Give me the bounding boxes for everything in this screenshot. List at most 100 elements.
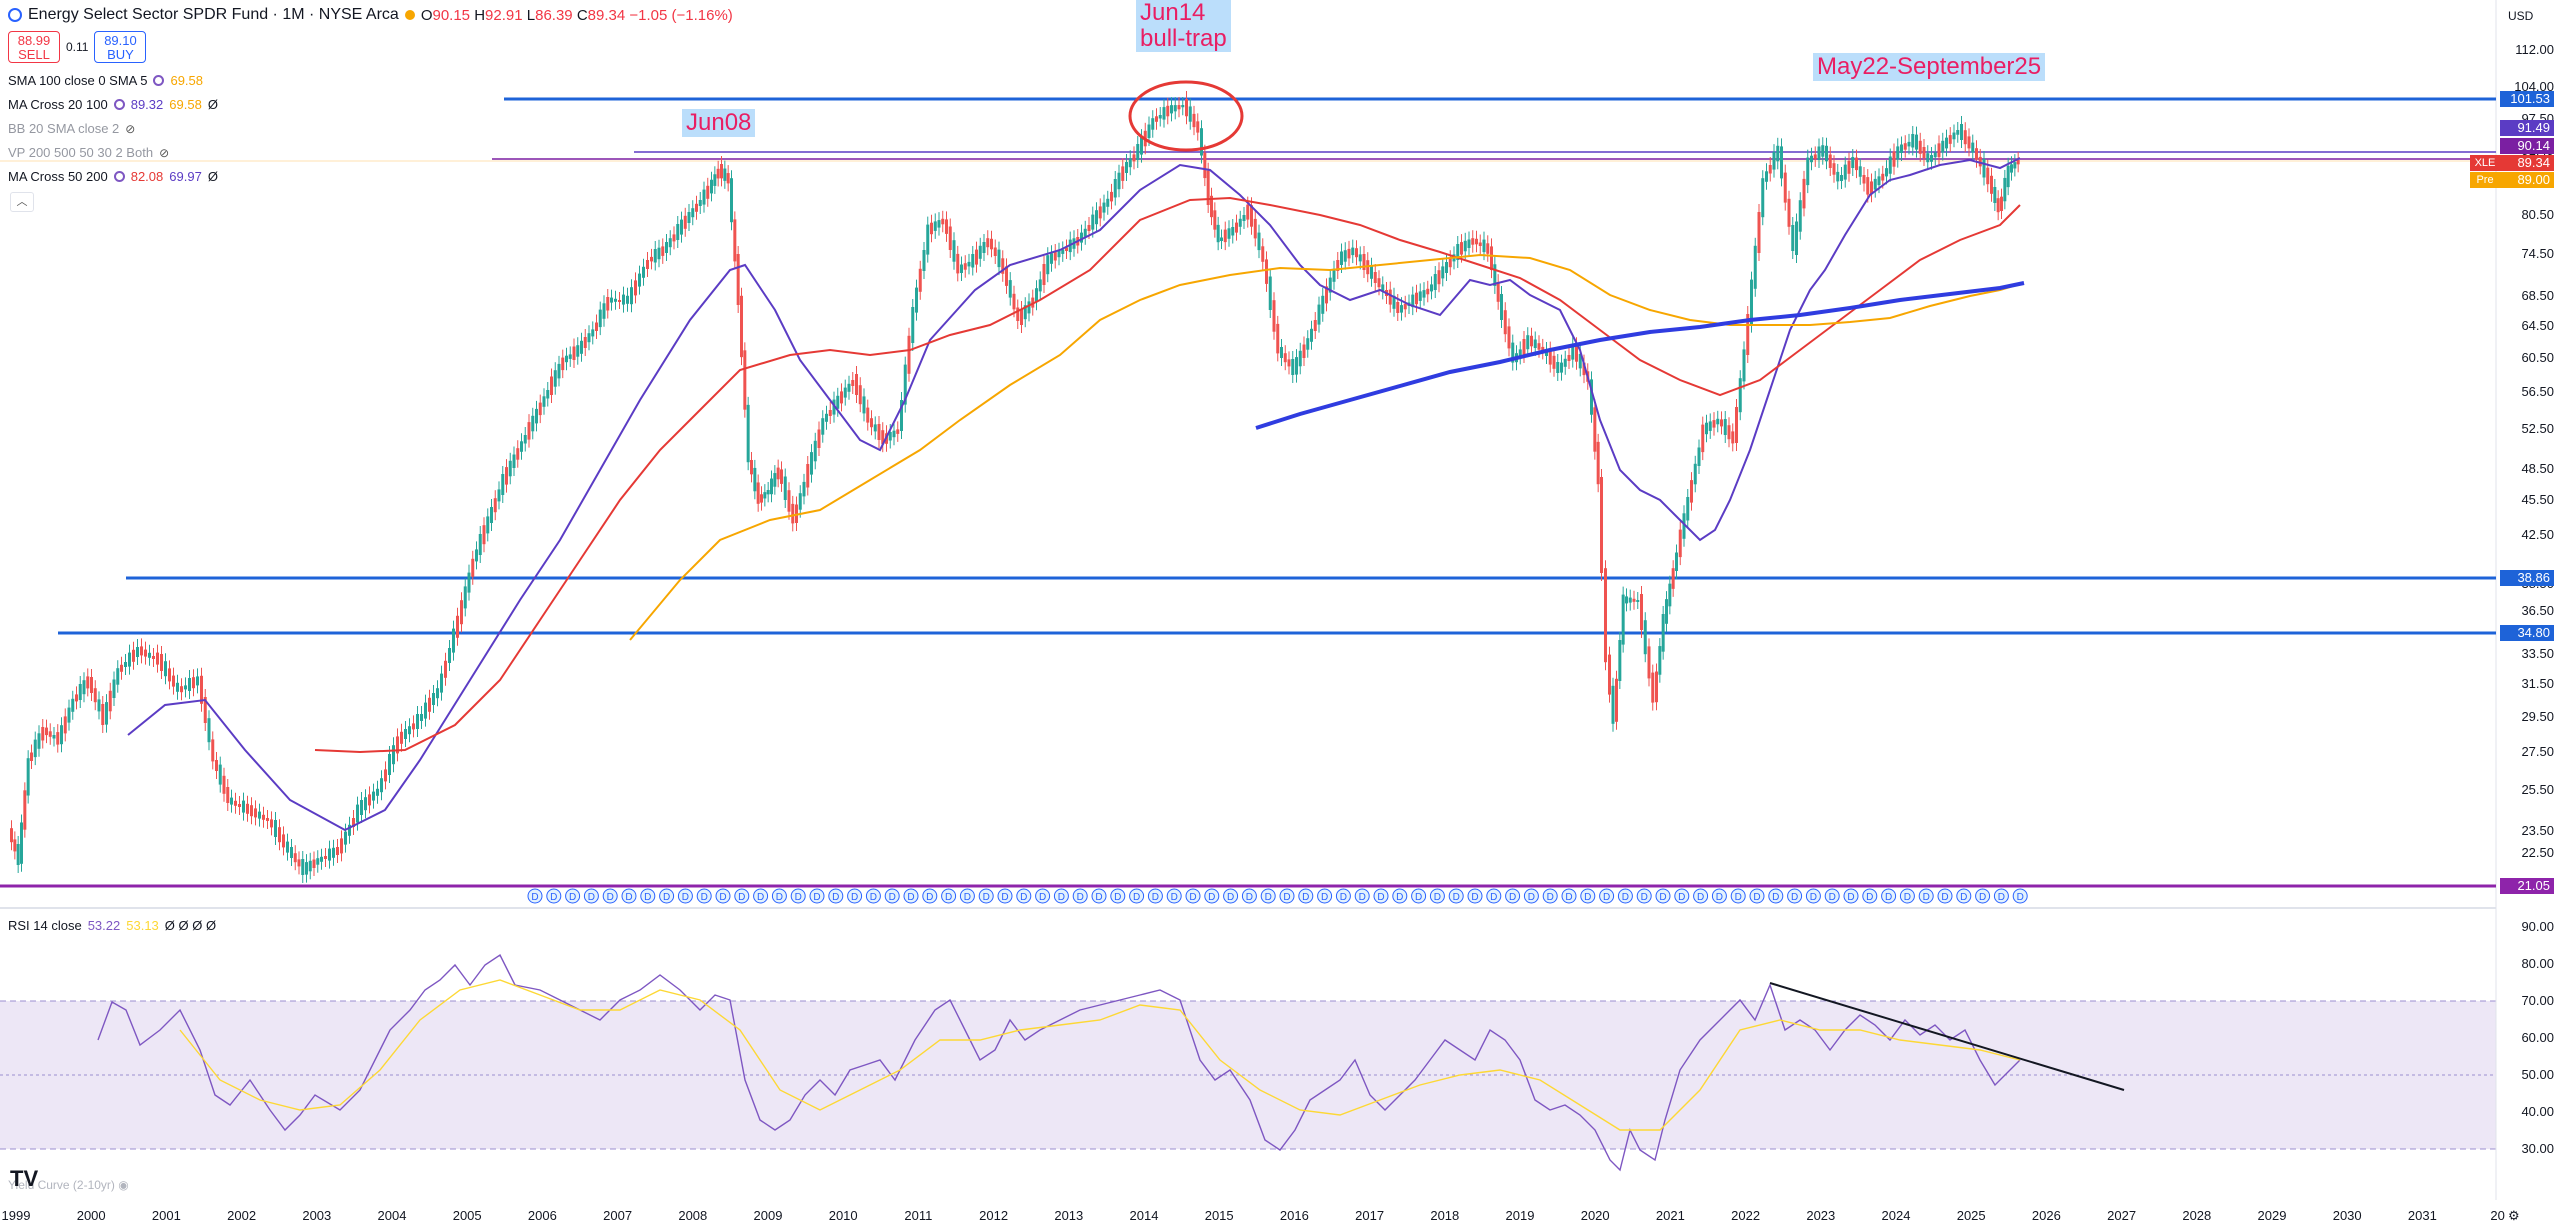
dividend-marker[interactable] (1899, 888, 1915, 904)
dividend-marker[interactable] (565, 888, 581, 904)
dividend-marker[interactable] (978, 888, 994, 904)
dividend-marker[interactable] (1411, 888, 1427, 904)
dividend-marker[interactable] (640, 888, 656, 904)
dividend-marker[interactable] (1279, 888, 1295, 904)
dividend-marker[interactable] (790, 888, 806, 904)
dividend-marker[interactable] (677, 888, 693, 904)
dividend-marker[interactable] (659, 888, 675, 904)
dividend-marker[interactable] (1617, 888, 1633, 904)
dividend-marker[interactable] (1110, 888, 1126, 904)
dividend-marker[interactable] (2012, 888, 2028, 904)
dividend-marker[interactable] (1824, 888, 1840, 904)
settings-gear-icon[interactable] (113, 171, 125, 182)
dividend-marker[interactable] (1486, 888, 1502, 904)
tradingview-logo[interactable]: TV (10, 1166, 39, 1191)
annotation-may22-sept25[interactable]: May22-September25 (1813, 53, 2046, 81)
dividend-marker[interactable] (546, 888, 562, 904)
dividend-marker[interactable] (1523, 888, 1539, 904)
dividend-marker[interactable] (809, 888, 825, 904)
dividend-marker[interactable] (1599, 888, 1615, 904)
eye-icon[interactable]: ◉ (118, 1178, 129, 1192)
dividend-marker[interactable] (771, 888, 787, 904)
indicator-sma100[interactable]: SMA 100 close 0 SMA 5 69.58 (8, 73, 203, 88)
dividend-marker[interactable] (1260, 888, 1276, 904)
dividend-marker[interactable] (1749, 888, 1765, 904)
chart-legend-title[interactable]: Energy Select Sector SPDR Fund · 1M · NY… (8, 6, 733, 24)
dividend-marker[interactable] (1881, 888, 1897, 904)
dividend-marker[interactable] (1693, 888, 1709, 904)
dividend-marker[interactable] (583, 888, 599, 904)
dividend-marker[interactable] (1505, 888, 1521, 904)
dividend-marker[interactable] (1166, 888, 1182, 904)
symbol-title[interactable]: Energy Select Sector SPDR Fund · 1M · NY… (28, 6, 399, 23)
dividend-marker[interactable] (922, 888, 938, 904)
sell-button[interactable]: 88.99 SELL (8, 31, 60, 63)
dividend-marker[interactable] (1298, 888, 1314, 904)
main-pane[interactable] (0, 0, 2496, 908)
indicator-ma-cross-20-100[interactable]: MA Cross 20 100 89.32 69.58 Ø (8, 97, 218, 112)
dividend-marker[interactable] (1918, 888, 1934, 904)
dividend-marker[interactable] (1843, 888, 1859, 904)
dividend-marker[interactable] (1373, 888, 1389, 904)
yield-curve-legend[interactable]: Yield Curve (2-10yr) ◉ (8, 1178, 129, 1192)
settings-gear-icon[interactable] (113, 99, 125, 110)
dividend-marker[interactable] (1035, 888, 1051, 904)
dividend-marker[interactable] (1580, 888, 1596, 904)
dividend-marker[interactable] (1185, 888, 1201, 904)
dividend-marker[interactable] (1711, 888, 1727, 904)
annotation-jun08[interactable]: Jun08 (682, 109, 756, 137)
dividend-marker[interactable] (1223, 888, 1239, 904)
dividend-marker[interactable] (1467, 888, 1483, 904)
dividend-marker[interactable] (602, 888, 618, 904)
dividend-marker[interactable] (1091, 888, 1107, 904)
dividend-marker[interactable] (1655, 888, 1671, 904)
dividend-marker[interactable] (997, 888, 1013, 904)
dividend-marker[interactable] (1053, 888, 1069, 904)
dividend-marker[interactable] (1975, 888, 1991, 904)
eye-hidden-icon[interactable]: ⊘ (125, 121, 136, 136)
dividend-marker[interactable] (1129, 888, 1145, 904)
dividend-marker[interactable] (1768, 888, 1784, 904)
dividend-marker[interactable] (1993, 888, 2009, 904)
dividend-marker[interactable] (1016, 888, 1032, 904)
dividend-marker[interactable] (1730, 888, 1746, 904)
dividend-marker[interactable] (941, 888, 957, 904)
price-candles[interactable] (10, 91, 2020, 883)
dividend-marker[interactable] (715, 888, 731, 904)
dividend-marker[interactable] (621, 888, 637, 904)
rsi-legend[interactable]: RSI 14 close 53.22 53.13 Ø Ø Ø Ø (8, 918, 216, 933)
collapse-legend-chevron-up-icon[interactable]: ︿ (10, 192, 34, 212)
dividend-marker[interactable] (884, 888, 900, 904)
currency-label[interactable]: USD (2508, 9, 2534, 23)
dividend-marker[interactable] (1448, 888, 1464, 904)
market-status-dot-icon[interactable] (404, 10, 415, 20)
indicator-vp[interactable]: VP 200 500 50 30 2 Both ⊘ (8, 145, 169, 160)
dividend-marker[interactable] (1542, 888, 1558, 904)
dividend-marker[interactable] (1317, 888, 1333, 904)
dividend-marker[interactable] (1204, 888, 1220, 904)
scale-settings-icon[interactable]: ⚙ (2508, 1208, 2520, 1223)
dividend-marker[interactable] (1561, 888, 1577, 904)
dividend-marker[interactable] (1787, 888, 1803, 904)
buy-button[interactable]: 89.10 BUY (94, 31, 147, 63)
settings-gear-icon[interactable] (153, 75, 165, 86)
dividend-marker[interactable] (696, 888, 712, 904)
dividend-marker[interactable] (527, 888, 543, 904)
indicator-bb[interactable]: BB 20 SMA close 2 ⊘ (8, 121, 135, 136)
dividend-marker[interactable] (1335, 888, 1351, 904)
eye-hidden-icon[interactable]: ⊘ (159, 145, 170, 160)
dividend-marker[interactable] (734, 888, 750, 904)
annotation-jun14[interactable]: Jun14 bull-trap (1136, 0, 1231, 52)
dividend-marker[interactable] (1805, 888, 1821, 904)
dividend-marker[interactable] (865, 888, 881, 904)
dividend-marker[interactable] (1937, 888, 1953, 904)
dividend-marker[interactable] (753, 888, 769, 904)
dividend-marker[interactable] (1862, 888, 1878, 904)
dividend-marker[interactable] (847, 888, 863, 904)
bull-trap-circle[interactable] (1128, 80, 1244, 152)
dividend-marker[interactable] (959, 888, 975, 904)
indicator-ma-cross-50-200[interactable]: MA Cross 50 200 82.08 69.97 Ø (8, 169, 218, 184)
dividend-marker[interactable] (1147, 888, 1163, 904)
